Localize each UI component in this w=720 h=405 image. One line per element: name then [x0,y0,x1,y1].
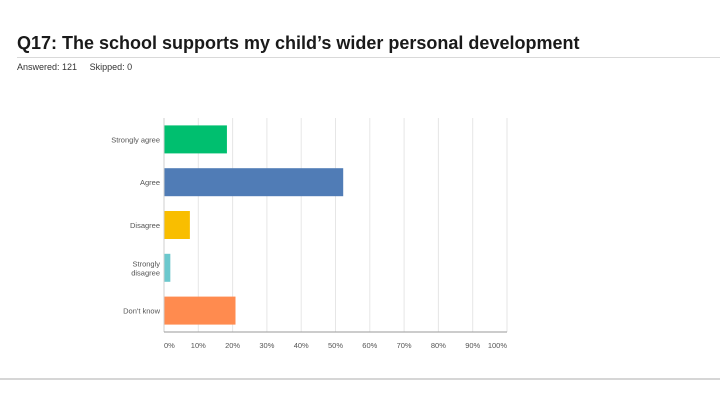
x-tick-label: 80% [431,341,446,350]
x-tick-label: 40% [294,341,309,350]
footer-divider [0,378,720,380]
x-tick-label: 70% [397,341,412,350]
category-label: Disagree [130,221,160,230]
x-tick-label: 90% [465,341,480,350]
bar [164,253,171,282]
category-label: Agree [140,178,160,187]
skipped-count: Skipped: 0 [89,62,133,72]
x-tick-label: 20% [225,341,240,350]
title-divider [17,57,720,58]
category-label: Don't know [123,307,160,316]
response-stats: Answered: 121 Skipped: 0 [17,62,142,72]
x-tick-label: 0% [164,341,175,350]
x-tick-label: 50% [328,341,343,350]
bar [164,125,227,154]
x-tick-label: 60% [362,341,377,350]
x-tick-label: 100% [488,341,508,350]
bar [164,296,236,325]
question-title: Q17: The school supports my child’s wide… [17,33,580,53]
answered-count: Answered: 121 [17,62,78,72]
x-tick-label: 10% [191,341,206,350]
category-label: Strongly agree [111,135,160,144]
bar [164,168,344,197]
bar [164,211,190,239]
x-tick-label: 30% [259,341,274,350]
category-label: Strongly disagree [131,259,160,277]
